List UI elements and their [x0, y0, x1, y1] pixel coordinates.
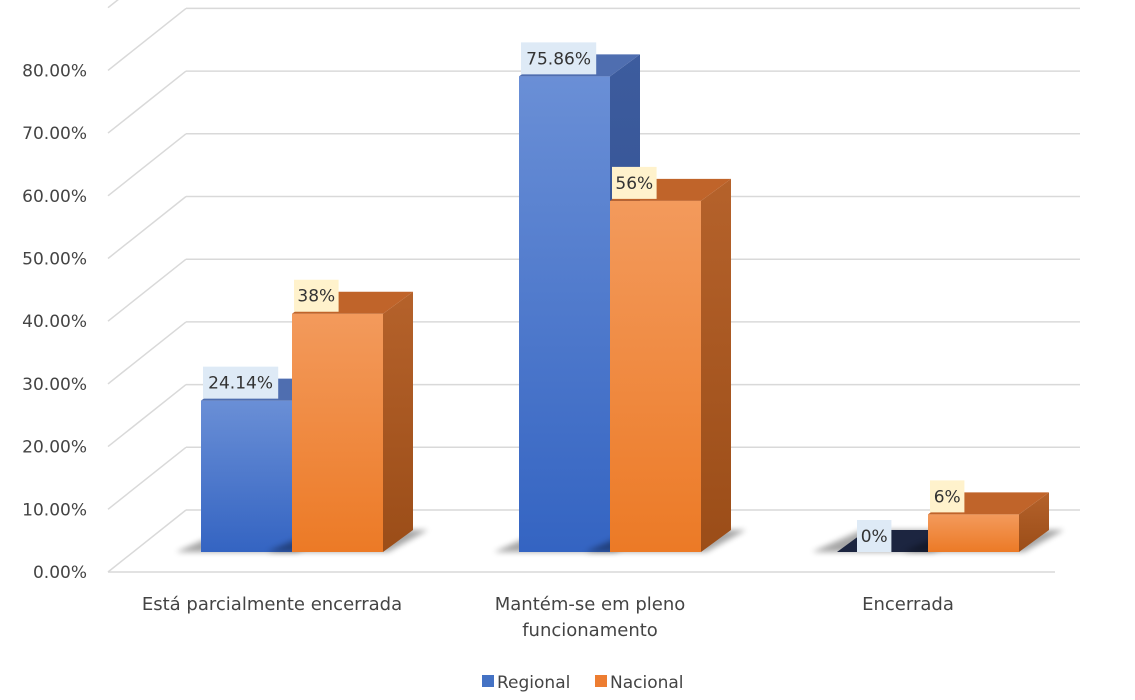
data-label-box — [521, 42, 597, 75]
y-axis-tick-labels: 0.00% 10.00% 20.00% 30.00% 40.00% 50.00% 60.00… — [22, 61, 87, 583]
bar-front — [610, 200, 701, 552]
legend-label: Nacional — [610, 673, 684, 693]
legend-item-nacional: Nacional — [595, 673, 684, 693]
y-tick-label: 20.00% — [22, 438, 87, 458]
data-label-text: 6% — [934, 487, 961, 507]
x-axis-category-labels: Está parcialmente encerrada Mantém-se em … — [142, 594, 954, 641]
bar-front — [201, 400, 292, 552]
data-label-text: 56% — [615, 174, 653, 194]
bars: 24.14% 38% 75.86% 56% 0% 6% — [176, 42, 1064, 553]
y-tick-label: 60.00% — [22, 187, 87, 207]
gridline-diagonal — [107, 258, 187, 322]
gridline-diagonal — [107, 446, 187, 510]
data-label-text: 75.86% — [526, 49, 591, 69]
bar-front — [928, 514, 1019, 552]
y-tick-label: 40.00% — [22, 312, 87, 332]
bar-nacional-3 — [903, 492, 1064, 552]
gridline-diagonal — [107, 195, 187, 260]
legend-swatch — [595, 675, 607, 687]
gridline-diagonal — [107, 0, 119, 9]
legend-label: Regional — [497, 673, 570, 693]
y-tick-label: 0.00% — [33, 563, 87, 583]
category-label-line: Encerrada — [862, 594, 954, 615]
gridline-diagonal — [107, 509, 187, 573]
y-tick-label: 80.00% — [22, 61, 87, 81]
category-label: Mantém-se em pleno funcionamento — [495, 594, 686, 641]
bar-side — [1019, 492, 1049, 552]
data-label-nacional-2: 56% — [612, 166, 657, 199]
gridline-diagonal — [107, 133, 187, 197]
data-label-nacional-1: 38% — [294, 279, 339, 312]
category-label-line: Mantém-se em pleno — [495, 594, 686, 615]
category-label: Está parcialmente encerrada — [142, 594, 402, 615]
data-label-regional-1: 24.14% — [203, 366, 279, 399]
data-label-text: 38% — [297, 287, 335, 307]
data-label-regional-2: 75.86% — [521, 42, 597, 75]
bar-front — [292, 313, 383, 552]
data-label-nacional-3: 6% — [930, 480, 965, 513]
bar-nacional-2 — [585, 178, 746, 552]
data-label-text: 0% — [861, 527, 888, 547]
legend: Regional Nacional — [482, 673, 684, 693]
legend-swatch — [482, 675, 494, 687]
y-tick-label: 10.00% — [22, 500, 87, 520]
data-label-box — [203, 366, 279, 399]
y-tick-label: 30.00% — [22, 375, 87, 395]
gridline-diagonal — [107, 321, 187, 385]
data-label-box — [612, 166, 657, 199]
bar-side — [701, 178, 731, 552]
y-tick-label: 70.00% — [22, 124, 87, 144]
gridline-diagonal — [107, 7, 187, 71]
category-label-line: Está parcialmente encerrada — [142, 594, 402, 615]
y-tick-label: 50.00% — [22, 250, 87, 270]
data-label-box — [294, 279, 339, 312]
legend-item-regional: Regional — [482, 673, 570, 693]
category-label: Encerrada — [862, 594, 954, 615]
data-label-box — [857, 520, 892, 552]
gridline-diagonal — [107, 384, 187, 448]
category-label-line: funcionamento — [522, 620, 658, 641]
gridline-diagonal — [107, 70, 187, 134]
data-label-box — [930, 480, 965, 513]
data-label-text: 24.14% — [208, 374, 273, 394]
data-label-regional-3: 0% — [857, 520, 892, 552]
bar-side — [383, 291, 413, 552]
bar-nacional-1 — [267, 291, 428, 552]
bar-front — [519, 76, 610, 553]
